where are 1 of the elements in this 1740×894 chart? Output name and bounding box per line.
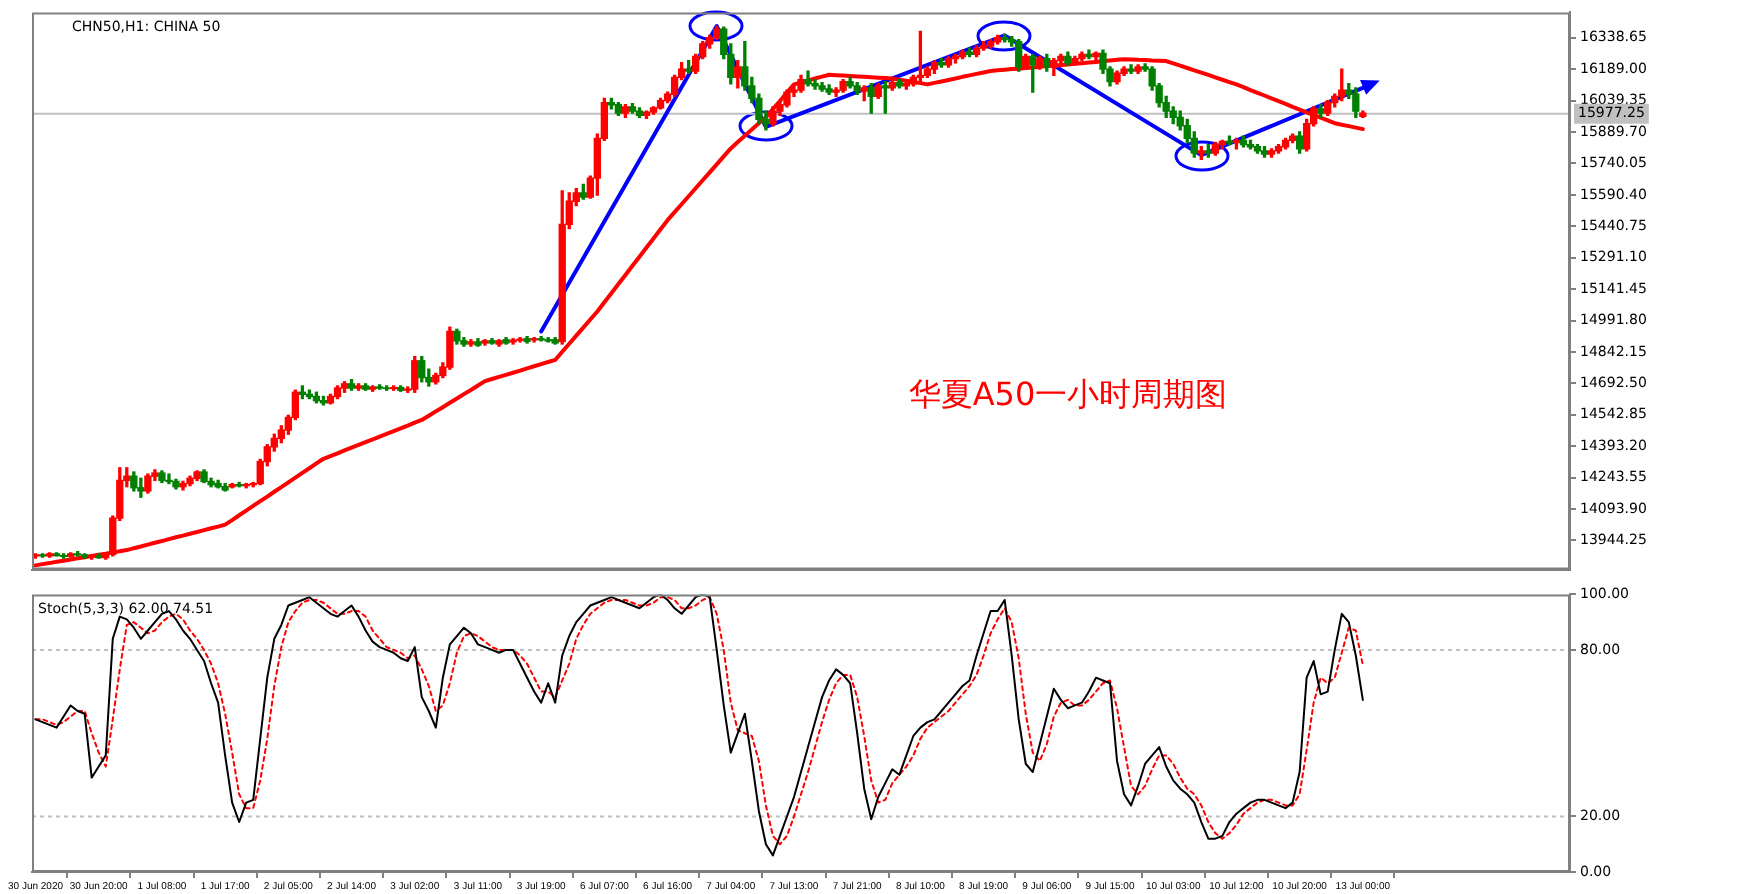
annotation: 华夏A50一小时周期图: [908, 375, 1228, 414]
